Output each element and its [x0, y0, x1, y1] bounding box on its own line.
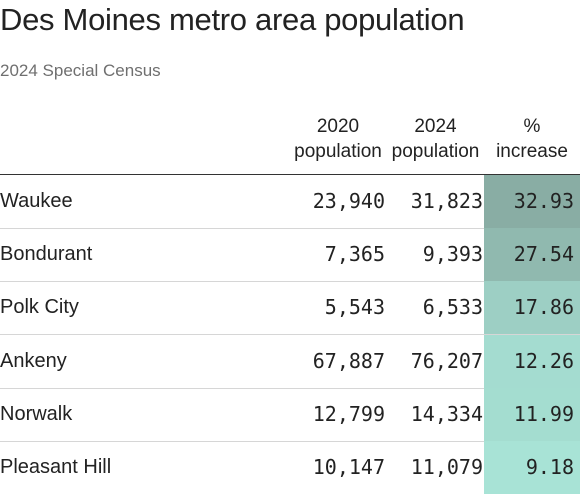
column-header-line: increase: [496, 141, 568, 162]
percent-increase-value: 9.18: [525, 455, 574, 479]
percent-increase-cell: 11.99: [484, 387, 580, 441]
percent-increase-cell: 27.54: [484, 228, 580, 282]
population-2020-value: 5,543: [324, 295, 385, 320]
percent-increase-cell: 9.18: [484, 441, 580, 494]
table-row: Bondurant 7,365 9,393 27.54: [0, 228, 580, 283]
row-separator: [0, 440, 580, 442]
city-name: Norwalk: [0, 402, 73, 425]
column-header-line: population: [294, 141, 382, 162]
population-2020-value: 12,799: [312, 401, 385, 426]
column-header-line: 2020: [316, 116, 360, 137]
city-name: Ankeny: [0, 349, 67, 372]
row-separator: [0, 281, 580, 283]
table-row: Polk City 5,543 6,533 17.86: [0, 281, 580, 336]
city-name: Pleasant Hill: [0, 456, 112, 478]
column-header-line: 2024: [414, 116, 457, 137]
column-header-2020-population: 2020 population: [289, 114, 387, 164]
row-separator: [0, 228, 580, 229]
population-2024-value: 11,079: [410, 455, 483, 479]
city-name: Waukee: [0, 190, 73, 212]
row-separator: [0, 387, 580, 389]
population-2020-value: 67,887: [312, 348, 385, 373]
header-rule: [0, 174, 580, 175]
population-2020-value: 7,365: [324, 242, 385, 267]
column-header-line: %: [523, 116, 541, 137]
population-2024-value: 76,207: [410, 348, 483, 373]
row-separator: [0, 334, 580, 336]
table-row: Ankeny 67,887 76,207 12.26: [0, 334, 580, 389]
percent-increase-value: 17.86: [513, 295, 574, 320]
percent-increase-cell: 17.86: [484, 281, 580, 335]
percent-increase-cell: 12.26: [484, 334, 580, 388]
column-header-line: population: [391, 141, 480, 162]
page-subtitle: 2024 Special Census: [0, 61, 161, 80]
table-row: Pleasant Hill 10,147 11,079 9.18: [0, 441, 580, 494]
percent-increase-value: 32.93: [513, 189, 574, 213]
population-2020-value: 23,940: [312, 189, 385, 213]
percent-increase-value: 27.54: [513, 242, 574, 267]
percent-increase-value: 11.99: [513, 401, 574, 426]
population-2024-value: 6,533: [422, 295, 483, 320]
population-2024-value: 9,393: [422, 242, 483, 267]
percent-increase-cell: 32.93: [484, 175, 580, 228]
page-title: Des Moines metro area population: [0, 2, 465, 37]
percent-increase-value: 12.26: [513, 348, 574, 373]
population-2024-value: 31,823: [410, 189, 483, 213]
population-2020-value: 10,147: [312, 455, 385, 479]
table-row: Norwalk 12,799 14,334 11.99: [0, 387, 580, 442]
column-header-percent-increase: % increase: [484, 114, 580, 164]
column-header-2024-population: 2024 population: [387, 114, 484, 164]
city-name: Bondurant: [0, 243, 93, 266]
city-name: Polk City: [0, 296, 79, 319]
table-row: Waukee 23,940 31,823 32.93: [0, 175, 580, 229]
population-2024-value: 14,334: [410, 401, 483, 426]
